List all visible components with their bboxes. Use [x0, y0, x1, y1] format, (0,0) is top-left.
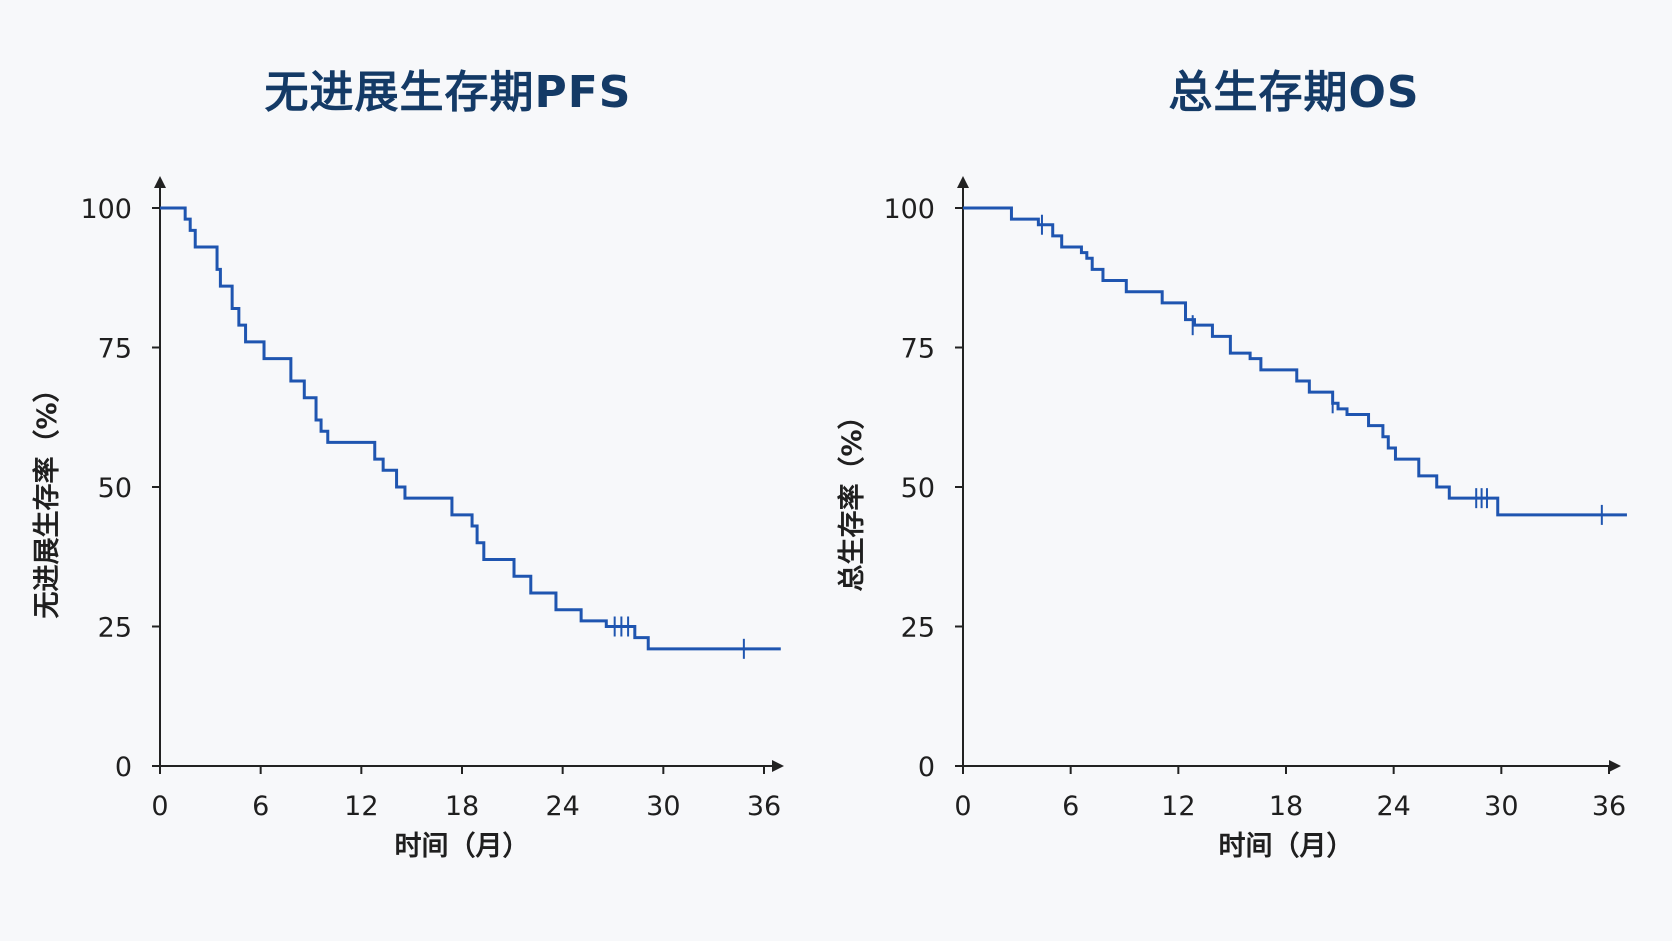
x-tick-label: 24 — [1376, 791, 1410, 822]
x-axis-title: 时间（月） — [395, 831, 530, 862]
pfs-chart-panel: 无进展生存期PFS 0 6 12 18 24 30 36 0 25 50 75 100 时间（月） 无进展… — [31, 67, 784, 862]
survival-curve — [963, 206, 1627, 517]
y-tick-label: 25 — [901, 613, 935, 644]
x-tick-label: 36 — [1592, 791, 1626, 822]
x-tick-label: 30 — [646, 791, 680, 822]
pfs-chart-title: 无进展生存期PFS — [264, 67, 632, 118]
x-tick-label: 0 — [954, 791, 971, 822]
x-tick-label: 6 — [1062, 791, 1079, 822]
x-tick-label: 36 — [747, 791, 781, 822]
x-axis-title: 时间（月） — [1219, 831, 1354, 862]
x-tick-label: 18 — [1269, 791, 1303, 822]
y-tick-label: 0 — [115, 752, 132, 783]
x-tick-label: 24 — [545, 791, 579, 822]
x-tick-label: 12 — [1161, 791, 1195, 822]
y-tick-label: 100 — [80, 194, 132, 225]
x-axis-arrow — [772, 760, 784, 772]
x-tick-label: 30 — [1484, 791, 1518, 822]
y-tick-label: 75 — [98, 334, 132, 365]
y-axis-arrow — [154, 176, 166, 188]
y-axis-arrow — [957, 176, 969, 188]
y-axis-title: 无进展生存率（%） — [31, 375, 63, 618]
y-axis-title: 总生存率（%） — [836, 402, 868, 591]
pfs-km-plot: 0 6 12 18 24 30 36 0 25 50 75 100 时间（月） 无进展生存率（%） — [31, 176, 784, 862]
x-tick-label: 12 — [344, 791, 378, 822]
y-tick-label: 100 — [883, 194, 935, 225]
survival-curve — [160, 206, 781, 651]
y-tick-label: 75 — [901, 334, 935, 365]
x-axis-arrow — [1609, 760, 1621, 772]
x-tick-label: 6 — [252, 791, 269, 822]
y-tick-label: 0 — [918, 752, 935, 783]
os-km-plot: 0 6 12 18 24 30 36 0 25 50 75 100 时间（月） 总生存率（%） — [836, 176, 1627, 862]
x-tick-label: 18 — [445, 791, 479, 822]
y-tick-label: 50 — [98, 473, 132, 504]
os-chart-title: 总生存期OS — [1168, 67, 1420, 118]
os-chart-panel: 总生存期OS 0 6 12 18 24 30 36 0 25 50 75 100 时间（月） 总生存率（%… — [836, 0, 1672, 941]
x-tick-label: 0 — [151, 791, 168, 822]
y-tick-label: 25 — [98, 613, 132, 644]
y-tick-label: 50 — [901, 473, 935, 504]
